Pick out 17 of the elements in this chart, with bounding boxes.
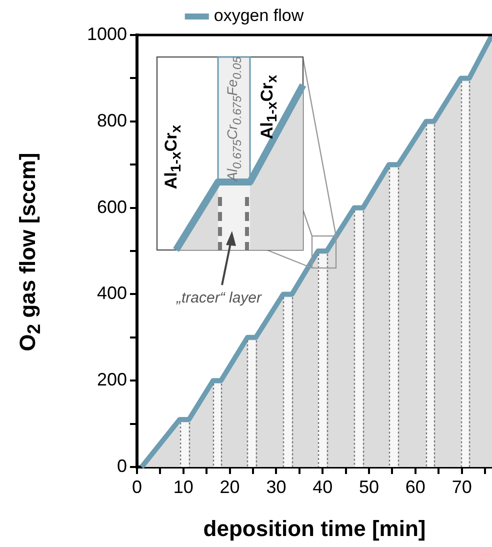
y-tick-label: 200 (96, 370, 127, 390)
x-tick-label: 50 (359, 476, 380, 497)
y-tick-label: 1000 (86, 24, 127, 44)
x-tick-label: 10 (173, 476, 194, 497)
x-tick-label: 20 (220, 476, 240, 497)
x-tick-label: 30 (266, 476, 286, 497)
x-tick-label: 0 (132, 476, 142, 497)
y-tick-label: 400 (96, 283, 127, 304)
legend-label: oxygen flow (214, 6, 304, 26)
y-tick-label: 0 (116, 456, 127, 476)
x-tick-label: 60 (405, 476, 426, 497)
annotation: „tracer“ layer (176, 290, 262, 306)
x-tick-label: 70 (452, 476, 472, 497)
x-axis-title: deposition time [min] (203, 516, 426, 541)
y-tick-label: 800 (96, 110, 127, 130)
x-tick-label: 40 (312, 476, 333, 497)
y-tick-label: 600 (96, 196, 127, 217)
